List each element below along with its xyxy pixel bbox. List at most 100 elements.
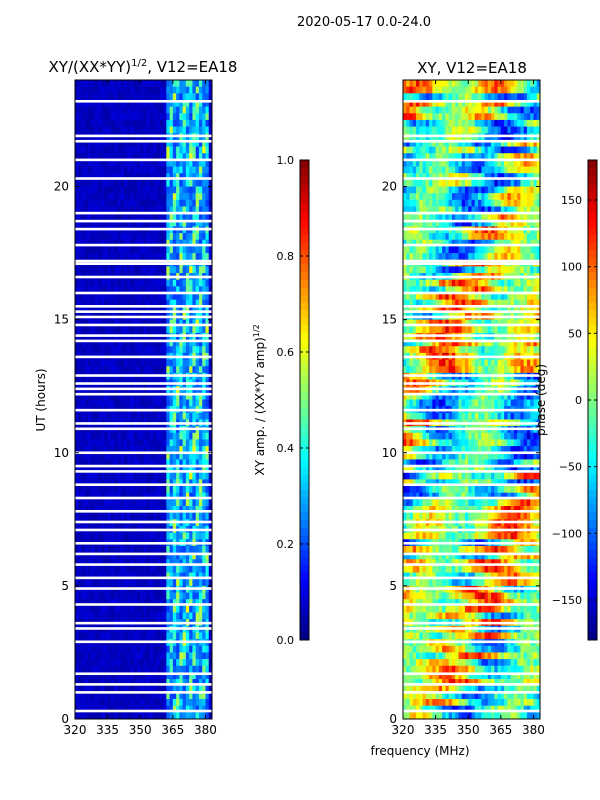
left-cell <box>185 266 190 274</box>
left-cell <box>130 446 135 454</box>
left-cell <box>110 359 115 367</box>
left-cell <box>97 86 102 94</box>
right-cell <box>409 179 414 187</box>
left-cell <box>136 106 141 114</box>
left-cell <box>91 679 95 687</box>
right-cell <box>438 126 443 134</box>
left-cell <box>136 239 141 247</box>
left-cell <box>127 479 131 487</box>
left-cell <box>172 399 177 407</box>
left-cell <box>208 685 213 693</box>
left-cell <box>176 139 180 147</box>
left-cell <box>153 692 157 700</box>
left-cell <box>208 565 213 573</box>
left-cell <box>202 139 206 147</box>
left-cell <box>195 492 200 500</box>
left-cell <box>127 399 131 407</box>
left-cell <box>146 605 151 613</box>
right-cell <box>435 213 440 221</box>
left-cell <box>195 206 200 214</box>
left-cell <box>107 392 112 400</box>
left-cell <box>81 139 86 147</box>
left-cell <box>117 492 122 500</box>
left-cell <box>195 153 200 161</box>
left-cell <box>136 399 141 407</box>
left-cell <box>163 466 167 474</box>
left-cell <box>133 366 138 374</box>
right-cell <box>432 99 437 108</box>
right-cell <box>403 99 407 108</box>
left-cell <box>117 645 122 653</box>
left-gap-line <box>75 387 212 391</box>
right-cell <box>416 193 420 201</box>
right-cell <box>523 113 528 121</box>
left-cell <box>120 326 125 334</box>
right-cell <box>487 159 492 167</box>
left-cell <box>120 559 125 567</box>
left-cell <box>136 293 141 301</box>
left-cell <box>94 672 99 680</box>
right-cell <box>448 93 453 101</box>
left-cell <box>107 499 112 507</box>
left-cell <box>166 545 170 553</box>
left-cell <box>88 645 92 653</box>
left-cell <box>202 206 206 214</box>
left-cell <box>117 679 122 687</box>
left-cell <box>127 173 131 181</box>
left-cell <box>189 186 193 194</box>
left-cell <box>78 565 82 573</box>
right-cell <box>474 206 479 214</box>
right-cell <box>419 153 423 161</box>
right-cell <box>497 119 502 127</box>
left-cell <box>143 479 148 487</box>
left-cell <box>120 186 125 194</box>
left-cell <box>104 293 109 301</box>
right-cell <box>455 193 459 201</box>
right-cell <box>445 206 450 214</box>
right-cell <box>451 99 456 108</box>
left-gap-line <box>75 158 212 162</box>
right-cell <box>523 179 528 187</box>
left-cell <box>198 306 203 314</box>
right-cell <box>507 193 512 201</box>
right-cell <box>481 106 485 114</box>
left-cell <box>110 572 115 580</box>
right-cell <box>406 193 410 201</box>
left-cell <box>195 306 200 314</box>
left-cell <box>78 86 82 94</box>
right-cell <box>533 153 538 161</box>
left-cell <box>114 219 118 227</box>
left-cell <box>75 139 79 147</box>
left-cell <box>176 659 180 667</box>
left-cell <box>114 705 118 713</box>
left-cell <box>166 632 170 640</box>
left-cell <box>143 359 148 367</box>
left-cell <box>140 199 144 207</box>
left-cell <box>166 532 170 540</box>
left-cell <box>101 299 105 307</box>
left-cell <box>91 506 95 514</box>
left-cell <box>136 186 141 194</box>
left-cell <box>104 99 109 108</box>
left-cell <box>163 672 167 680</box>
left-cell <box>172 179 177 187</box>
left-cell <box>136 339 141 347</box>
left-cell <box>140 246 144 254</box>
left-cell <box>101 93 105 101</box>
left-cell <box>143 139 148 147</box>
left-cell <box>97 106 102 114</box>
left-cell <box>163 512 167 520</box>
left-cell <box>208 645 213 653</box>
left-cell <box>153 705 157 713</box>
left-cell <box>169 506 174 514</box>
left-cell <box>143 399 148 407</box>
left-cell <box>195 199 200 207</box>
right-cell <box>409 146 414 154</box>
left-cell <box>84 199 89 207</box>
left-cell <box>110 392 115 400</box>
right-cell <box>523 126 528 134</box>
left-cell <box>101 599 105 607</box>
right-cell <box>474 186 479 194</box>
left-cell <box>198 532 203 540</box>
right-cell <box>507 179 512 187</box>
